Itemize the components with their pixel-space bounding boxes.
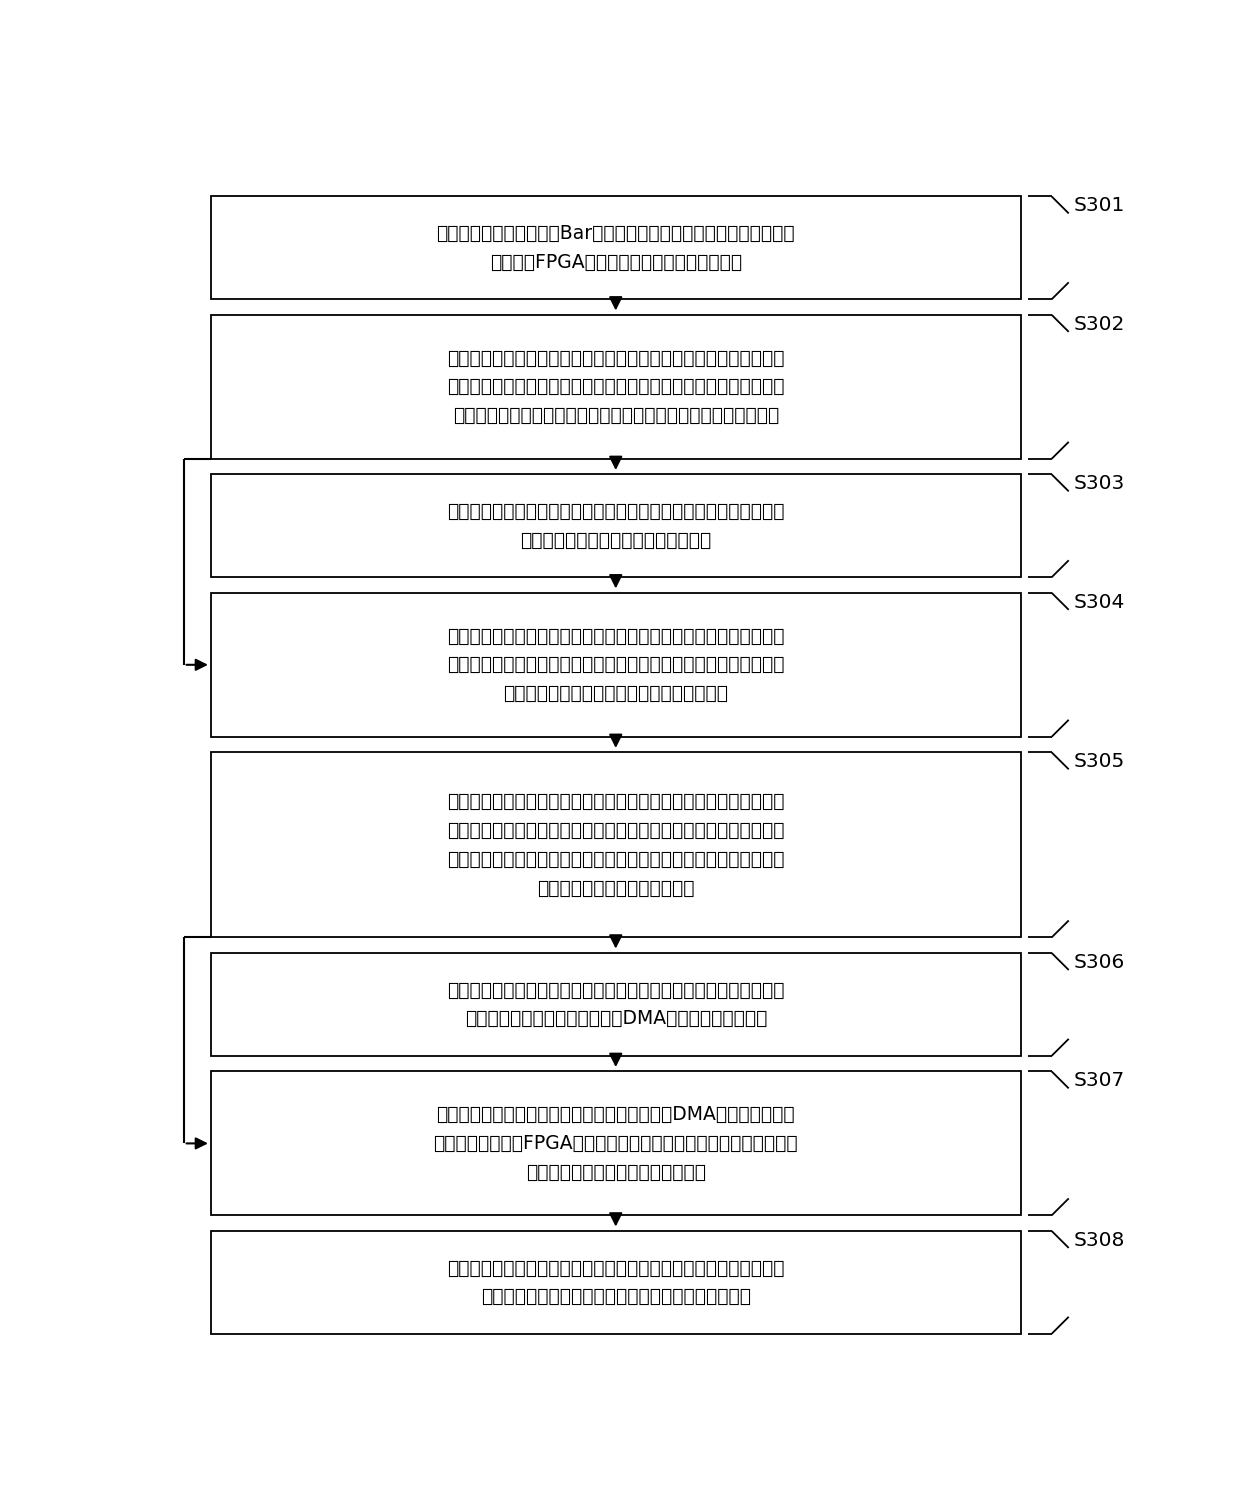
Bar <box>211 196 1021 299</box>
Text: 若所述内存同步通信链路未通过可靠性校验，则向所述第二地址空间
写入第三状态信息，以停止调用DMA进行数据搬移的操作: 若所述内存同步通信链路未通过可靠性校验，则向所述第二地址空间 写入第三状态信息，… <box>446 981 785 1028</box>
Text: 主机端从第一地址空间读取第一状态信息，根据第一状态信息确定上
一数据帧号和当前数据帧号；通过判断上一数据帧号与当前数据帧号
之间的差值是否为预设阈值，对内存同步: 主机端从第一地址空间读取第一状态信息，根据第一状态信息确定上 一数据帧号和当前数… <box>446 349 785 426</box>
Text: 若所述内存同步通信链路通过可靠性校验，调用DMA将所述预设内存
空间的数据搬移至FPGA加速器的内存空间，并将所述第二状态信息拷
贝至所述第一地址空间，以实现同: 若所述内存同步通信链路通过可靠性校验，调用DMA将所述预设内存 空间的数据搬移至… <box>434 1105 799 1182</box>
Bar <box>211 954 1021 1056</box>
Text: 双端内存同步器通过读写Bar空间映射在主机端的第一地址空间，建立
主机端与FPGA加速器之间的内存同步通信链路: 双端内存同步器通过读写Bar空间映射在主机端的第一地址空间，建立 主机端与FPG… <box>436 223 795 272</box>
Bar <box>211 315 1021 459</box>
Text: S302: S302 <box>1074 315 1125 333</box>
Text: S306: S306 <box>1074 954 1125 972</box>
Bar <box>211 474 1021 578</box>
Text: S305: S305 <box>1074 753 1125 771</box>
Text: 若所述内存同步通信链路在预设时间内通过可靠性校验，主机端向预
设内存空间搬移数据，根据第一地址空间的第一状态信息生成第二状
态信息，并将第二状态信息写入第二地址: 若所述内存同步通信链路在预设时间内通过可靠性校验，主机端向预 设内存空间搬移数据… <box>446 626 785 703</box>
Bar <box>211 1231 1021 1334</box>
Text: 双端内存同步器获取所述第二地址空间上的第二状态信息，根据所述
第二状态信息确定当前数据帧号和下一数据帧号；通过判断所述当前
数据帧号和所述下一数据帧号之间的差值: 双端内存同步器获取所述第二地址空间上的第二状态信息，根据所述 第二状态信息确定当… <box>446 792 785 898</box>
Text: S301: S301 <box>1074 196 1125 216</box>
Text: S307: S307 <box>1074 1071 1125 1091</box>
Bar <box>211 593 1021 736</box>
Text: 若内存同步通信链路在预设时间内未通过可靠性校验，则主机端继续
搬移数据至预设内存空间直至一帧结束: 若内存同步通信链路在预设时间内未通过可靠性校验，则主机端继续 搬移数据至预设内存… <box>446 502 785 549</box>
Text: S304: S304 <box>1074 593 1125 611</box>
Text: S303: S303 <box>1074 474 1125 493</box>
Bar <box>211 1071 1021 1215</box>
Bar <box>211 753 1021 937</box>
Text: 若主机端向所述第二地址空间写入第三状态信息，双端内存同步器获
取所述第二地址空间上的第三状态信息之后，结束同步: 若主机端向所述第二地址空间写入第三状态信息，双端内存同步器获 取所述第二地址空间… <box>446 1259 785 1307</box>
Text: S308: S308 <box>1074 1231 1125 1249</box>
